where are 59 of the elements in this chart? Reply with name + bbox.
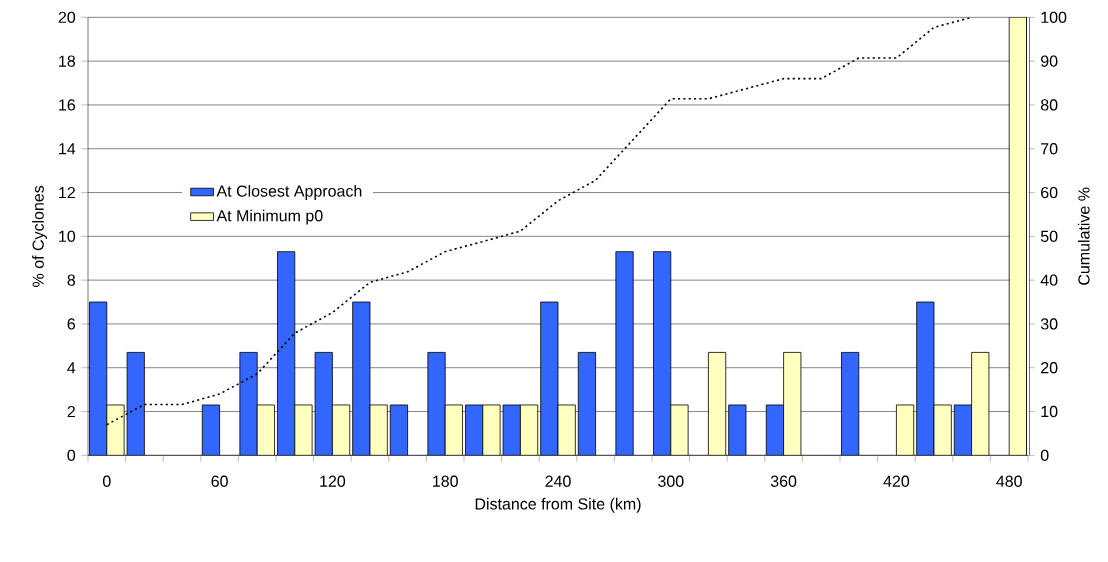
bar xyxy=(389,404,408,456)
bar xyxy=(201,404,220,456)
x-tick-label: 0 xyxy=(102,475,111,487)
bar xyxy=(540,301,559,456)
bar xyxy=(896,404,915,456)
bar xyxy=(352,301,371,456)
y2-tick-label: 0 xyxy=(1040,449,1049,461)
y-tick-label: 6 xyxy=(67,318,76,330)
bar xyxy=(465,404,484,456)
bar xyxy=(615,251,634,456)
y-tick-label: 20 xyxy=(58,11,76,23)
bar xyxy=(841,352,860,456)
x-tick-label: 60 xyxy=(211,475,228,487)
bar xyxy=(765,404,784,456)
x-axis-title: Distance from Site (km) xyxy=(475,497,641,513)
bar xyxy=(239,352,258,456)
y2-tick-label: 20 xyxy=(1041,362,1058,374)
y-tick-label: 18 xyxy=(59,55,76,67)
bar xyxy=(427,352,446,456)
y-tick-label: 10 xyxy=(59,230,76,242)
x-tick-label: 120 xyxy=(320,475,346,487)
x-tick-label: 420 xyxy=(883,475,910,487)
x-tick-label: 360 xyxy=(770,475,797,487)
y2-tick-label: 60 xyxy=(1041,186,1058,199)
bar xyxy=(653,251,672,456)
y2-axis-title: Cumulative % xyxy=(1077,187,1090,285)
y2-tick-label: 70 xyxy=(1041,143,1058,155)
bar xyxy=(577,352,596,456)
legend-label: At Minimum p0 xyxy=(216,209,323,225)
bar xyxy=(126,352,145,456)
y-tick-label: 4 xyxy=(67,362,76,374)
y-tick-label: 8 xyxy=(67,274,76,286)
bar xyxy=(953,404,972,456)
y2-tick-label: 80 xyxy=(1040,99,1058,111)
y2-tick-label: 100 xyxy=(1041,11,1067,23)
bar xyxy=(89,301,108,456)
x-tick-label: 180 xyxy=(433,475,458,487)
legend-label: At Closest Approach xyxy=(216,185,362,200)
bar xyxy=(502,404,521,456)
y-tick-label: 2 xyxy=(67,405,75,418)
x-tick-label: 240 xyxy=(545,475,571,487)
x-tick-label: 300 xyxy=(658,475,684,487)
y-tick-label: 0 xyxy=(67,449,76,461)
y-tick-label: 12 xyxy=(59,186,75,199)
bar xyxy=(708,352,727,456)
x-tick-label: 480 xyxy=(996,475,1022,487)
y-tick-label: 16 xyxy=(59,99,76,111)
y2-tick-label: 10 xyxy=(1041,405,1058,418)
y2-tick-label: 50 xyxy=(1040,230,1058,242)
y-tick-label: 14 xyxy=(59,143,76,155)
y-axis-title: % of Cyclones xyxy=(32,185,48,287)
bar xyxy=(916,301,935,456)
bar xyxy=(1008,17,1027,456)
y2-tick-label: 90 xyxy=(1041,55,1058,67)
bar xyxy=(277,251,296,456)
bar xyxy=(728,404,747,456)
y2-tick-label: 30 xyxy=(1040,318,1058,330)
bar xyxy=(314,352,333,456)
y2-tick-label: 40 xyxy=(1040,274,1058,286)
